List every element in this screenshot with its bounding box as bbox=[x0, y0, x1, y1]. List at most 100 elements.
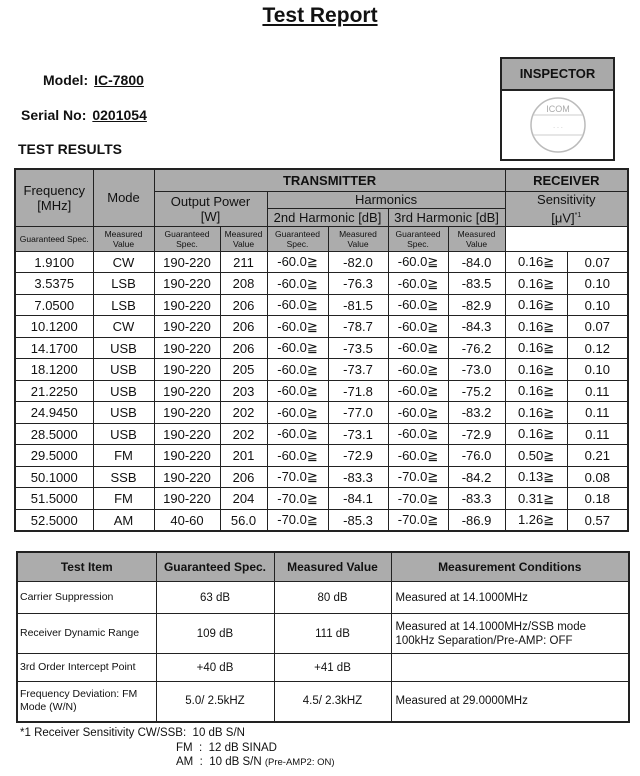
table-cell: 3.5375 bbox=[14, 272, 94, 295]
header-guaranteed-spec: Guaranteed Spec. bbox=[155, 551, 275, 582]
header-receiver: RECEIVER bbox=[504, 168, 629, 192]
table-cell: -60.0≧ bbox=[387, 422, 449, 446]
cell-item: Receiver Dynamic Range bbox=[16, 613, 157, 654]
model-label: Model: bbox=[43, 72, 89, 88]
table-cell: -77.0 bbox=[327, 401, 389, 424]
table-cell: -70.0≧ bbox=[387, 508, 449, 532]
table-cell: -84.2 bbox=[447, 465, 506, 489]
table-cell: 21.2250 bbox=[14, 379, 94, 403]
table-cell: -60.0≧ bbox=[387, 315, 449, 338]
table-row: 28.5000 USB 190-220 202 -60.0≧ -73.1 -60.0≧ -72… bbox=[14, 422, 629, 446]
cell-item: 3rd Order Intercept Point bbox=[16, 653, 157, 682]
table-cell: LSB bbox=[92, 293, 155, 317]
table-cell: 190-220 bbox=[153, 293, 221, 317]
table-row: 3rd Order Intercept Point +40 dB +41 dB bbox=[16, 653, 630, 682]
cell-measured: 4.5/ 2.3kHZ bbox=[273, 681, 392, 722]
inspector-stamp: ICOM . . . bbox=[530, 97, 586, 153]
model-field: Model: IC-7800 bbox=[43, 72, 144, 88]
additional-tests-table: Test Item Guaranteed Spec. Measured Valu… bbox=[16, 551, 630, 723]
table-cell: 0.07 bbox=[566, 250, 629, 274]
table-cell: FM bbox=[92, 487, 155, 510]
table-cell: -84.0 bbox=[447, 250, 506, 274]
table-cell: 206 bbox=[219, 465, 268, 489]
table-cell: -73.7 bbox=[327, 358, 389, 381]
table-cell: USB bbox=[92, 401, 155, 424]
table-cell: -71.8 bbox=[327, 379, 389, 403]
table-cell: -85.3 bbox=[327, 508, 389, 532]
table-cell: FM bbox=[92, 444, 155, 467]
table-cell: -75.2 bbox=[447, 379, 506, 403]
header-measured-value: Measured Value bbox=[92, 225, 155, 252]
table-cell: 0.50≧ bbox=[504, 444, 568, 467]
svg-text:ICOM: ICOM bbox=[546, 104, 570, 114]
table-cell: -76.3 bbox=[327, 272, 389, 295]
model-value: IC-7800 bbox=[94, 72, 144, 88]
table-cell: -60.0≧ bbox=[266, 272, 329, 295]
table-cell: -73.0 bbox=[447, 358, 506, 381]
output-power-unit: [W] bbox=[200, 208, 221, 224]
footnote-line: *1 Receiver Sensitivity CW/SSB: 10 dB S/… bbox=[20, 727, 245, 739]
header-test-item: Test Item bbox=[16, 551, 157, 582]
header-measured-value: Measured Value bbox=[327, 225, 389, 252]
table-cell: 0.16≧ bbox=[504, 315, 568, 338]
table-cell: -76.0 bbox=[447, 444, 506, 467]
table-cell: CW bbox=[92, 315, 155, 338]
table-cell: 0.11 bbox=[566, 422, 629, 446]
cell-conditions bbox=[390, 653, 630, 682]
header-measurement-conditions: Measurement Conditions bbox=[390, 551, 630, 582]
table-cell: 24.9450 bbox=[14, 401, 94, 424]
table-cell: -72.9 bbox=[447, 422, 506, 446]
table-cell: 0.10 bbox=[566, 358, 629, 381]
cell-item: Frequency Deviation: FM Mode (W/N) bbox=[16, 681, 157, 722]
footnote-line: FM : 12 dB SINAD bbox=[176, 741, 277, 754]
header-harmonics: Harmonics bbox=[266, 190, 506, 210]
table-cell: 203 bbox=[219, 379, 268, 403]
table-cell: -60.0≧ bbox=[266, 336, 329, 360]
table-cell: -81.5 bbox=[327, 293, 389, 317]
table-cell: 190-220 bbox=[153, 465, 221, 489]
table-cell: 1.9100 bbox=[14, 250, 94, 274]
table-cell: -60.0≧ bbox=[387, 272, 449, 295]
table-cell: 0.16≧ bbox=[504, 336, 568, 360]
footnote-am: AM : 10 dB S/N bbox=[176, 756, 262, 768]
table-row: 3.5375 LSB 190-220 208 -60.0≧ -76.3 -60.0≧ -83.… bbox=[14, 272, 629, 295]
table-cell: 52.5000 bbox=[14, 508, 94, 532]
table-cell: 0.13≧ bbox=[504, 465, 568, 489]
table-cell: 29.5000 bbox=[14, 444, 94, 467]
cell-conditions: Measured at 14.1000MHz/SSB mode 100kHz S… bbox=[390, 613, 630, 654]
table-cell: -78.7 bbox=[327, 315, 389, 338]
table-cell: 190-220 bbox=[153, 272, 221, 295]
table-cell: CW bbox=[92, 250, 155, 274]
page-title: Test Report bbox=[0, 4, 640, 28]
table-cell: -73.1 bbox=[327, 422, 389, 446]
table-cell: USB bbox=[92, 336, 155, 360]
table-cell: -60.0≧ bbox=[387, 379, 449, 403]
table-row: 29.5000 FM 190-220 201 -60.0≧ -72.9 -60.0≧ -76.… bbox=[14, 444, 629, 467]
table-cell: -84.3 bbox=[447, 315, 506, 338]
test-results-table: Frequency [MHz] Mode TRANSMITTER RECEIVE… bbox=[14, 168, 630, 533]
table-row: 18.1200 USB 190-220 205 -60.0≧ -73.7 -60.0≧ -73… bbox=[14, 358, 629, 381]
inspector-box: INSPECTOR ICOM . . . bbox=[500, 57, 615, 161]
table-cell: 202 bbox=[219, 422, 268, 446]
table-cell: 0.16≧ bbox=[504, 293, 568, 317]
header-sensitivity: Sensitivity [μV]*1 bbox=[504, 190, 629, 227]
table-cell: -60.0≧ bbox=[266, 422, 329, 446]
table-cell: -60.0≧ bbox=[266, 293, 329, 317]
table-cell: -60.0≧ bbox=[387, 358, 449, 381]
header-measured-value: Measured Value bbox=[447, 225, 506, 252]
table-cell: -73.5 bbox=[327, 336, 389, 360]
section-title: TEST RESULTS bbox=[18, 141, 122, 157]
table-cell: -70.0≧ bbox=[266, 465, 329, 489]
cell-measured: 80 dB bbox=[273, 581, 392, 614]
table-cell: -70.0≧ bbox=[387, 487, 449, 510]
table-cell: 56.0 bbox=[219, 508, 268, 532]
table-cell: 190-220 bbox=[153, 250, 221, 274]
header-mode: Mode bbox=[92, 168, 155, 227]
table-row: 51.5000 FM 190-220 204 -70.0≧ -84.1 -70.0≧ -83.… bbox=[14, 487, 629, 510]
table-cell: 0.08 bbox=[566, 465, 629, 489]
table-cell: 190-220 bbox=[153, 315, 221, 338]
table-cell: 0.11 bbox=[566, 379, 629, 403]
header-frequency: Frequency [MHz] bbox=[14, 168, 94, 227]
table-cell: -60.0≧ bbox=[387, 293, 449, 317]
table-cell: 208 bbox=[219, 272, 268, 295]
